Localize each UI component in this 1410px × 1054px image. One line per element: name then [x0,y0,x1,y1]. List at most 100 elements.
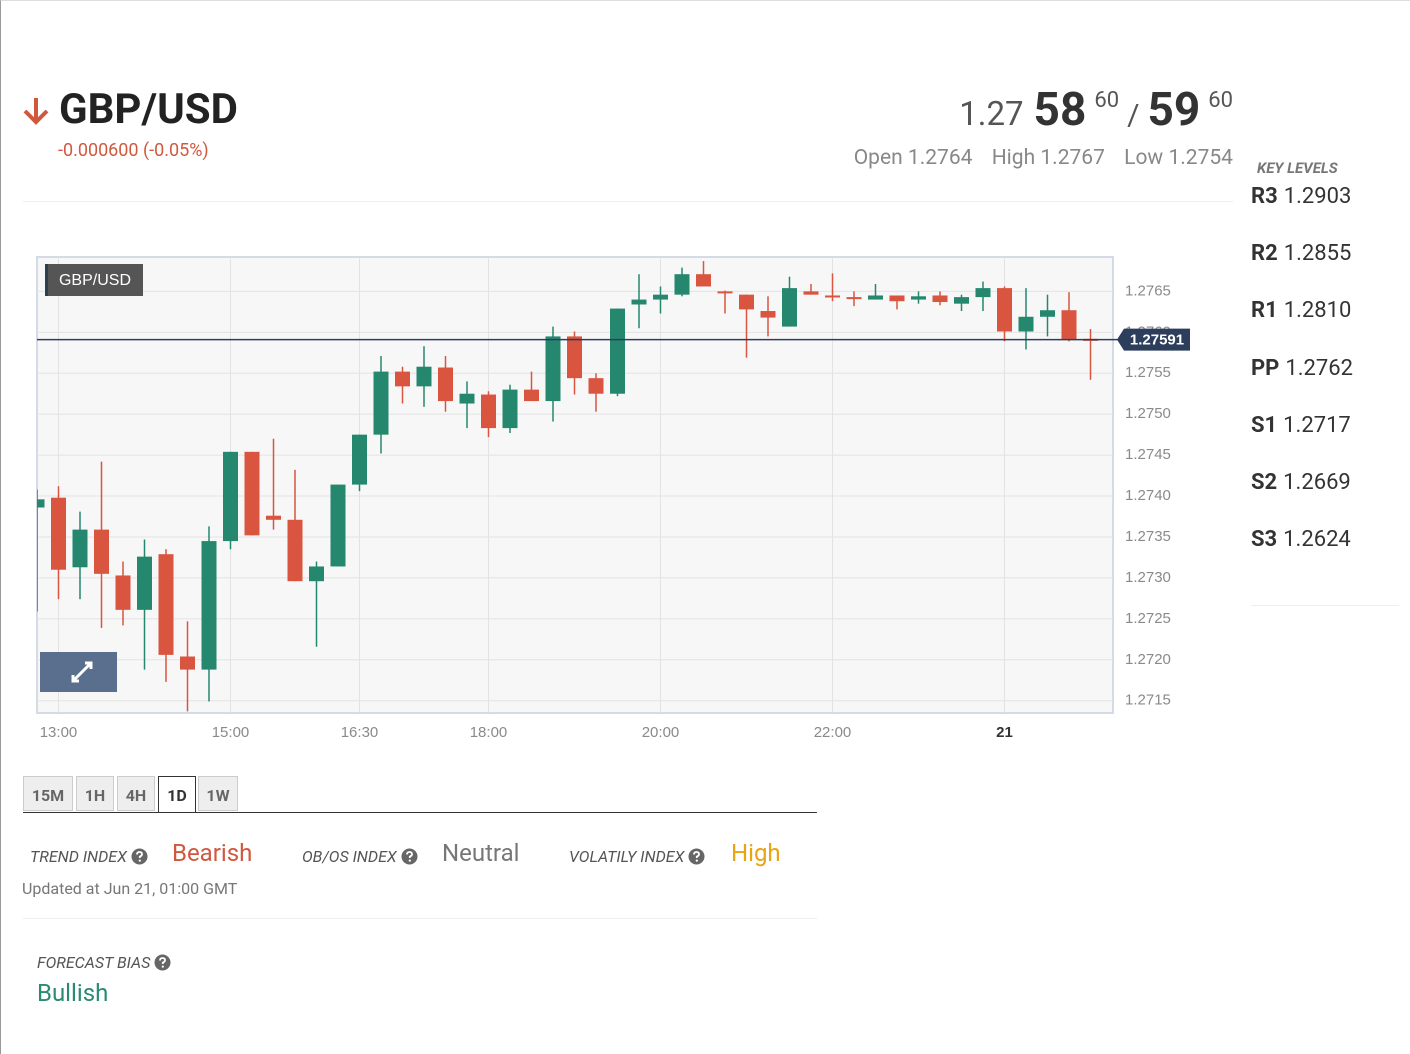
candle-body [395,371,410,387]
candle-body [868,295,883,300]
key-level: R2 1.2855 [1251,241,1351,266]
open-label: Open [853,146,903,170]
candle-body [459,393,475,404]
symbol-badge [45,264,143,296]
key-level-name: S1 [1251,412,1278,438]
y-tick-label: 1.2740 [1125,487,1171,504]
candle-body [674,274,690,295]
expand-icon [71,661,93,683]
candle-body [481,394,496,429]
key-level-value: 1.2855 [1283,241,1352,267]
index-value: Bearish [172,839,253,867]
badge-text: GBP/USD [59,272,131,289]
help-icon[interactable] [401,848,418,865]
timeframe-tab[interactable]: 15M [23,776,73,811]
timeframe-tab[interactable]: 1D [158,776,196,813]
key-level-name: S2 [1251,470,1278,495]
y-tick-label: 1.2725 [1125,610,1171,627]
candle-body [803,291,819,295]
low-value: 1.2754 [1168,146,1233,170]
high-label: High [991,146,1036,170]
candle-body [37,499,45,508]
candle-body [739,294,754,310]
bid-fraction: 60 [1094,88,1120,113]
x-tick-label: 21 [996,724,1013,741]
candle-body [825,295,840,298]
down-arrow-icon [23,98,49,125]
key-level-name: R3 [1251,184,1278,209]
key-level-name: R1 [1251,298,1278,324]
candle-body [610,308,625,394]
x-tick-label: 15:00 [212,724,250,741]
candle-body [51,497,66,570]
plot-area [36,256,1114,714]
candle-body [223,451,238,542]
candle-body [158,554,174,655]
separator: / [1127,98,1140,133]
index-label-text: TREND INDEX [30,847,127,866]
candle-body [1061,310,1077,340]
low-label: Low [1124,146,1164,170]
key-level: S2 1.2669 [1251,470,1351,495]
symbol: GBP/USD [59,85,238,134]
candle-body [524,389,539,402]
key-level-name: PP [1251,355,1280,381]
candle-body [438,367,453,402]
candle-body [352,434,367,485]
tab-baseline [23,812,817,813]
divider [23,201,1233,202]
last-price-label: 1.27591 [1130,332,1184,349]
key-level-value: 1.2669 [1283,470,1351,495]
forecast-label-text: FORECAST BIAS [37,953,151,972]
axis-labels: 1.2715 1.2720 1.2725 1.2730 1.2735 1.2740 1.27… [40,282,1171,741]
key-level: S3 1.2624 [1251,527,1351,552]
timeframe-tab[interactable]: 1W [198,776,238,811]
candle-body [653,294,668,300]
candle-body [567,336,582,379]
candle-body [72,529,88,568]
candle-body [545,336,561,402]
candle-body [631,299,647,305]
last-price: 1.27591 [37,328,1190,351]
candle-body [911,296,926,300]
candles [37,261,1098,712]
candle-body [975,288,991,298]
help-icon[interactable] [131,848,148,865]
y-tick-label: 1.2765 [1125,282,1171,299]
timeframe-tab[interactable]: 4H [117,776,155,811]
candle-body [244,451,260,536]
x-tick-label: 18:00 [470,724,508,741]
badge-accent [45,264,48,296]
y-tick-label: 1.2715 [1125,692,1171,709]
y-tick-label: 1.2730 [1125,569,1171,586]
candle-body [997,288,1012,332]
key-levels-title: KEY LEVELS [1257,159,1338,177]
index-label: TREND INDEX [30,847,148,866]
y-tick-label: 1.2755 [1125,364,1171,381]
expand-button[interactable] [40,652,117,692]
help-icon[interactable] [688,848,705,865]
key-level-value: 1.2717 [1283,412,1351,438]
key-level-value: 1.2624 [1283,527,1351,553]
key-level-name: S3 [1251,527,1278,553]
candle-body [502,389,518,429]
y-tick-label: 1.2760 [1125,323,1171,340]
candle-body [94,529,109,574]
bid-pips: 58 [1033,83,1087,137]
y-tick-label: 1.2745 [1125,446,1171,463]
candle-body [309,566,324,582]
candle-body [330,484,346,567]
timeframe-tab[interactable]: 1H [76,776,114,811]
candle-body [1018,316,1034,332]
help-icon[interactable] [154,954,171,971]
candle-body [1040,310,1055,317]
open-high-low: Open 1.2764 High 1.2767 Low 1.2754 [854,146,1233,170]
candle-body [932,295,948,303]
y-tick-label: 1.2735 [1125,528,1171,545]
key-level: PP 1.2762 [1251,356,1353,381]
candle-body [588,378,604,394]
candle-body [782,288,797,327]
candle-body [201,541,217,670]
key-level-name: R2 [1251,241,1278,267]
